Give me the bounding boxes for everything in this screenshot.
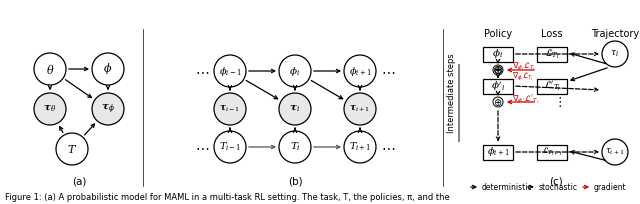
- Circle shape: [214, 55, 246, 87]
- Circle shape: [279, 55, 311, 87]
- Circle shape: [602, 139, 628, 165]
- Text: $\boldsymbol{\tau}_i$: $\boldsymbol{\tau}_i$: [289, 104, 301, 114]
- Text: $\phi_{i+1}$: $\phi_{i+1}$: [486, 145, 509, 159]
- FancyBboxPatch shape: [537, 47, 567, 61]
- Text: deterministic: deterministic: [482, 183, 532, 192]
- Text: (b): (b): [288, 177, 302, 187]
- FancyBboxPatch shape: [483, 79, 513, 93]
- FancyBboxPatch shape: [483, 144, 513, 160]
- Text: $T_{i-1}$: $T_{i-1}$: [219, 141, 241, 153]
- Circle shape: [279, 131, 311, 163]
- Text: $\phi'_i$: $\phi'_i$: [491, 79, 505, 93]
- Text: $\cdots$: $\cdots$: [381, 140, 395, 154]
- Text: $\phi$: $\phi$: [103, 61, 113, 76]
- Text: $\phi_{i+1}$: $\phi_{i+1}$: [349, 64, 371, 78]
- Circle shape: [56, 133, 88, 165]
- Text: gradient: gradient: [594, 183, 627, 192]
- Text: $\boldsymbol{\tau}_{i-1}$: $\boldsymbol{\tau}_{i-1}$: [220, 104, 241, 114]
- Text: $T_i$: $T_i$: [289, 141, 300, 153]
- Text: $\oplus$: $\oplus$: [493, 64, 502, 75]
- Circle shape: [34, 93, 66, 125]
- Text: $T$: $T$: [67, 143, 77, 155]
- Text: $\boldsymbol{\tau}_{i+1}$: $\boldsymbol{\tau}_{i+1}$: [349, 104, 371, 114]
- Text: $\phi_i$: $\phi_i$: [289, 64, 301, 78]
- Circle shape: [214, 93, 246, 125]
- Text: $\mathcal{L}'_{T_i}$: $\mathcal{L}'_{T_i}$: [543, 79, 561, 93]
- Circle shape: [92, 53, 124, 85]
- Circle shape: [344, 55, 376, 87]
- Text: $\phi_{i-1}$: $\phi_{i-1}$: [219, 64, 241, 78]
- Text: $T_{i+1}$: $T_{i+1}$: [349, 141, 371, 153]
- Text: $\cdots$: $\cdots$: [381, 64, 395, 78]
- Text: $\mathcal{L}_{T_{i+1}}$: $\mathcal{L}_{T_{i+1}}$: [542, 146, 562, 158]
- Text: Intermediate steps: Intermediate steps: [447, 53, 456, 133]
- Text: $\oplus$: $\oplus$: [493, 96, 502, 108]
- Text: $\cdots$: $\cdots$: [195, 140, 209, 154]
- Text: $\boldsymbol{\tau}_\theta$: $\boldsymbol{\tau}_\theta$: [44, 104, 57, 114]
- FancyBboxPatch shape: [537, 144, 567, 160]
- Text: $\nabla_{\phi_i}\mathcal{L}_{T_i}$: $\nabla_{\phi_i}\mathcal{L}_{T_i}$: [512, 71, 534, 83]
- Text: $\cdots$: $\cdots$: [195, 64, 209, 78]
- Text: (a): (a): [72, 177, 86, 187]
- Circle shape: [493, 65, 503, 75]
- Circle shape: [493, 97, 503, 107]
- Circle shape: [279, 93, 311, 125]
- Circle shape: [602, 41, 628, 67]
- Text: $\vdots$: $\vdots$: [552, 95, 561, 109]
- Text: Policy: Policy: [484, 29, 512, 39]
- Text: $\tau_i$: $\tau_i$: [611, 49, 620, 59]
- Text: Loss: Loss: [541, 29, 563, 39]
- Text: $\boldsymbol{\tau}_\phi$: $\boldsymbol{\tau}_\phi$: [101, 102, 115, 115]
- Text: $\oplus$: $\oplus$: [492, 63, 504, 76]
- Circle shape: [344, 93, 376, 125]
- FancyBboxPatch shape: [537, 79, 567, 93]
- FancyBboxPatch shape: [483, 47, 513, 61]
- Text: $\mathcal{L}_{T_i}$: $\mathcal{L}_{T_i}$: [545, 47, 559, 61]
- Text: $\tau_{i+1}$: $\tau_{i+1}$: [605, 147, 625, 157]
- Text: $\nabla_{\phi_i}\mathcal{L}_{T_i}$: $\nabla_{\phi_i}\mathcal{L}_{T_i}$: [512, 61, 536, 73]
- Text: $\phi_i$: $\phi_i$: [493, 48, 504, 61]
- Circle shape: [344, 131, 376, 163]
- Text: $\nabla_{\phi'_i}\mathcal{L}'_{T_i}$: $\nabla_{\phi'_i}\mathcal{L}'_{T_i}$: [512, 92, 540, 106]
- Circle shape: [92, 93, 124, 125]
- Text: Figure 1: (a) A probabilistic model for MAML in a multi-task RL setting. The tas: Figure 1: (a) A probabilistic model for …: [5, 193, 450, 202]
- Text: (c): (c): [550, 177, 563, 187]
- Circle shape: [34, 53, 66, 85]
- Text: Trajectory: Trajectory: [591, 29, 639, 39]
- Circle shape: [214, 131, 246, 163]
- Text: stochastic: stochastic: [539, 183, 578, 192]
- Text: $\theta$: $\theta$: [45, 62, 54, 75]
